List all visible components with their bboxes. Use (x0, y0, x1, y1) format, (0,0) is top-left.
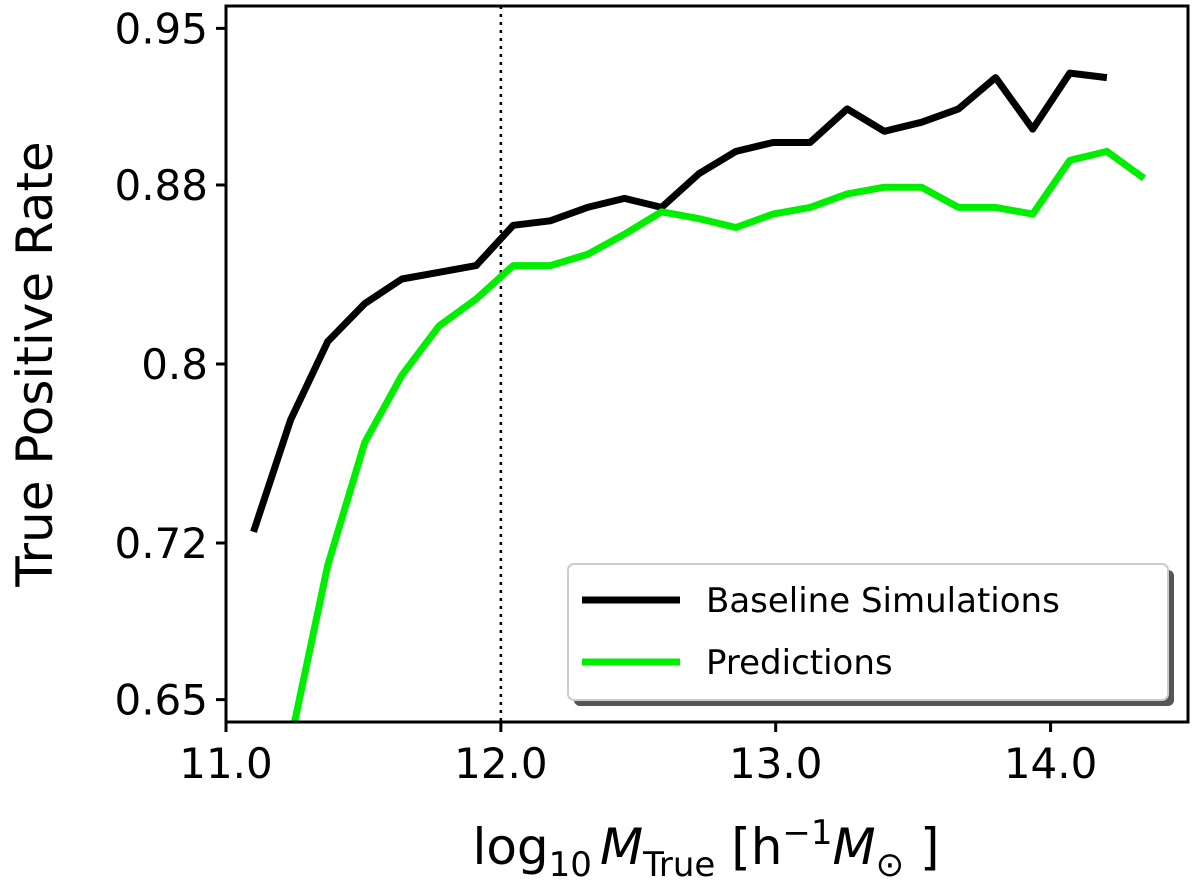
legend-label-1: Baseline Simulations (706, 581, 1060, 621)
x-axis-label: log10 MTrue [h−1M⊙ ] (472, 813, 939, 884)
x-axis-label-sub2: ⊙ (876, 845, 905, 884)
legend-label-2: Predictions (706, 643, 893, 683)
x-tick-label: 11.0 (179, 739, 273, 788)
x-axis-label-m2: M (833, 818, 876, 876)
x-tick-label: 13.0 (729, 739, 823, 788)
y-axis-label: True Positive Rate (6, 141, 64, 587)
y-tick-label: 0.88 (114, 161, 208, 210)
y-tick-label: 0.95 (114, 4, 208, 53)
x-axis-label-m1: M (600, 818, 643, 876)
series-layer (250, 6, 1147, 722)
y-tick-label: 0.65 (114, 676, 208, 725)
y-tick-label: 0.72 (114, 519, 208, 568)
x-axis-label-sup: −1 (782, 813, 832, 853)
x-axis-label-bracket-close: ] (904, 818, 939, 876)
x-axis-label-sub10: 10 (549, 845, 592, 884)
x-tick-label: 12.0 (454, 739, 548, 788)
legend: Baseline Simulations Predictions (567, 563, 1174, 706)
x-tick-label: 14.0 (1004, 739, 1098, 788)
series-line-1 (250, 69, 1108, 533)
legend-entries: Baseline Simulations Predictions (582, 581, 1060, 683)
axes-layer: 11.0 12.0 13.0 14.0 0.65 0.72 0.8 0.88 0.95 (114, 4, 1097, 788)
x-axis-label-prefix: log (472, 818, 548, 876)
x-axis-label-bracket-open: [h (715, 818, 782, 876)
series-line-2 (290, 147, 1147, 722)
y-tick-label: 0.8 (141, 340, 208, 389)
x-axis-label-sub1: True (642, 845, 715, 884)
legend-box (567, 563, 1169, 701)
